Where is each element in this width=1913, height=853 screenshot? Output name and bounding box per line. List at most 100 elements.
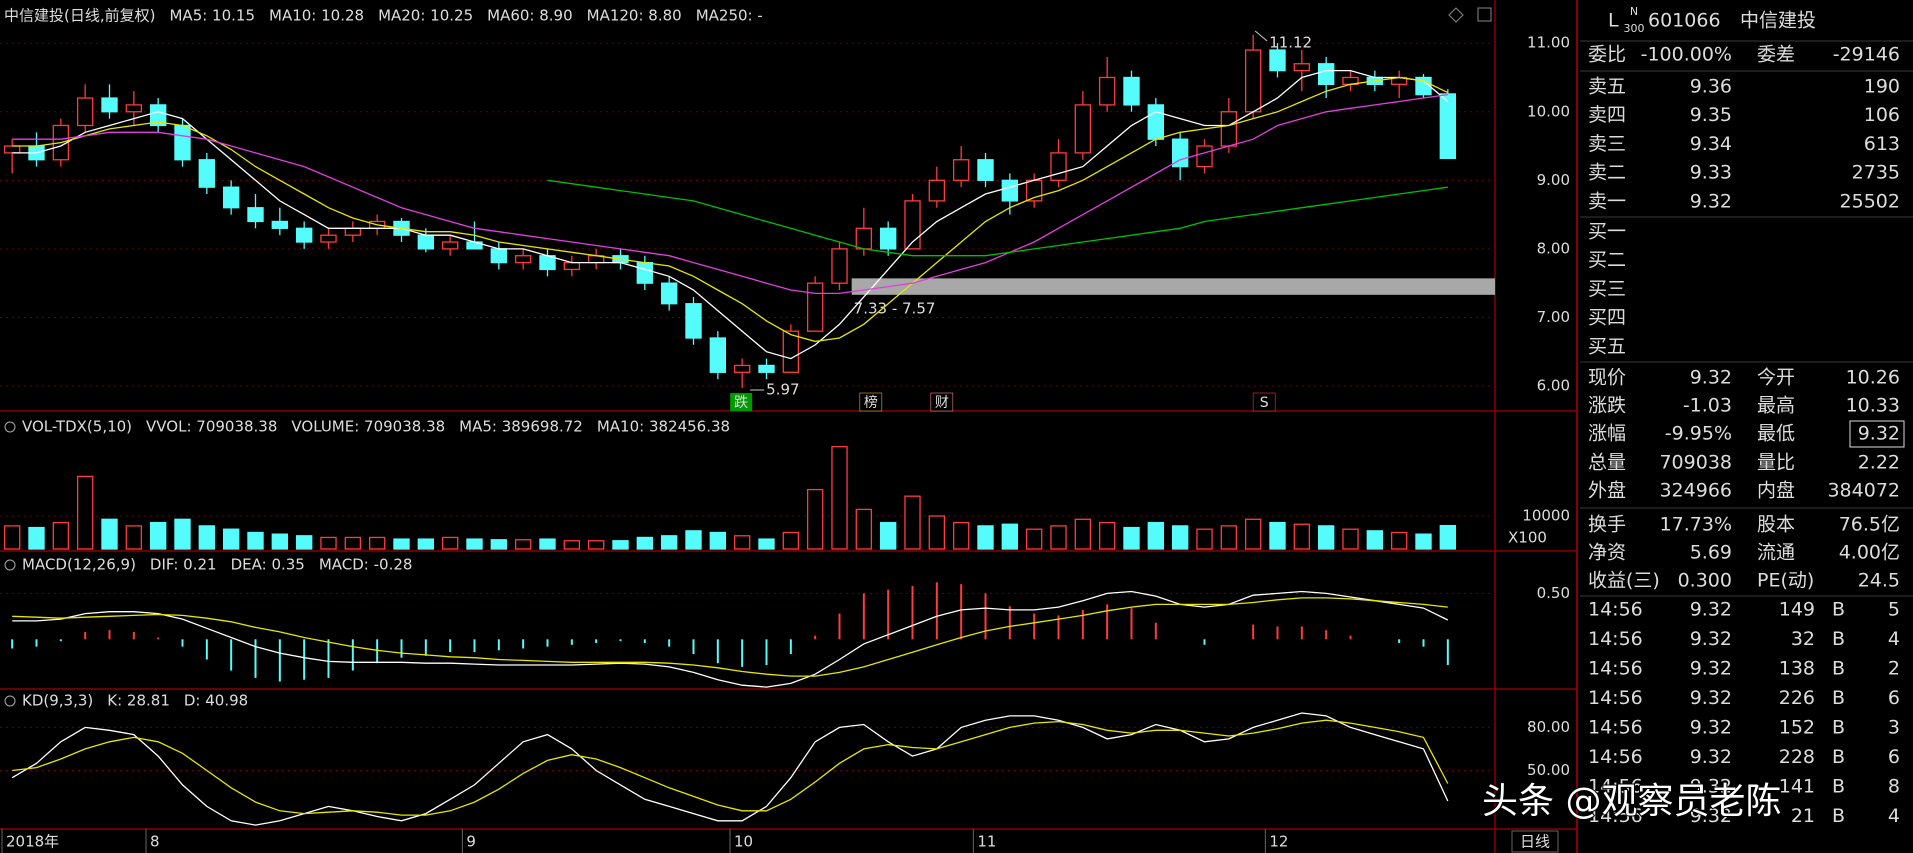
event-badge-label[interactable]: 跌: [734, 395, 748, 411]
quote-text: 300: [1624, 22, 1645, 35]
candle-body: [271, 220, 289, 229]
quote-text: 324966: [1659, 480, 1732, 502]
legend-label: MA60: 8.90: [487, 7, 573, 25]
volume-bar: [295, 535, 313, 550]
quote-text: PE(动): [1757, 570, 1814, 592]
candle-body: [1293, 63, 1311, 72]
quote-text: -9.95%: [1665, 423, 1732, 445]
candle-body: [563, 261, 581, 271]
icon-window[interactable]: [1477, 7, 1492, 22]
legend-label: MA120: 8.80: [587, 7, 682, 25]
quote-text: 9.32: [1690, 746, 1732, 768]
event-badge[interactable]: [859, 392, 883, 412]
volume-bar: [1366, 530, 1384, 550]
y-tick-label: 6.00: [1537, 377, 1570, 395]
quote-text: 3: [1888, 717, 1900, 739]
quote-text: 8: [1888, 776, 1900, 798]
event-badge[interactable]: [1252, 392, 1276, 412]
quote-text: L: [1608, 10, 1619, 32]
candle-body: [1220, 111, 1238, 147]
legend-label: MA20: 10.25: [378, 7, 473, 25]
y-tick-label: 0.50: [1537, 584, 1570, 602]
quote-text: 换手: [1588, 514, 1626, 536]
candle-body: [149, 104, 167, 127]
quote-text: N: [1630, 5, 1638, 18]
candle-body: [1123, 76, 1140, 106]
candle-body: [806, 282, 824, 332]
candle-body: [295, 227, 313, 243]
quote-text: -1.03: [1683, 395, 1732, 417]
volume-bar: [393, 538, 410, 550]
quote-text: B: [1832, 599, 1845, 621]
candle-body: [758, 364, 775, 373]
quote-text: B: [1832, 776, 1845, 798]
quote-text: 613: [1864, 133, 1900, 155]
volume-bar: [1001, 523, 1019, 550]
volume-bar: [52, 521, 70, 550]
candle-body: [222, 186, 240, 209]
panel-icon[interactable]: [4, 695, 16, 707]
candle-body: [1050, 152, 1067, 181]
period-label[interactable]: 日线: [1520, 833, 1550, 851]
quote-text: 2: [1888, 658, 1900, 680]
volume-bar: [1123, 526, 1140, 550]
quote-text: 14:56: [1588, 805, 1643, 827]
quote-text: 24.5: [1858, 570, 1900, 592]
quote-text: 9.32: [1690, 717, 1732, 739]
candle-body: [174, 124, 191, 161]
event-badge-label[interactable]: 财: [935, 395, 949, 411]
quote-text: B: [1832, 746, 1845, 768]
candle-body: [320, 234, 337, 243]
period-button[interactable]: [1511, 830, 1559, 853]
quote-text: 6: [1888, 746, 1900, 768]
quote-text: 总量: [1588, 452, 1626, 474]
annotation-arrow: [1254, 30, 1268, 42]
legend-label: VVOL: 709038.38: [146, 418, 277, 436]
volume-bar: [198, 525, 216, 550]
legend-label: MA10: 10.28: [269, 7, 364, 25]
volume-bar: [3, 525, 21, 550]
quote-text: 9.33: [1690, 162, 1732, 184]
volume-bar: [855, 508, 873, 550]
panel-icon[interactable]: [4, 559, 16, 571]
candle-body: [417, 234, 435, 250]
event-badge[interactable]: [930, 392, 954, 412]
panel-icon[interactable]: [4, 421, 16, 433]
event-badge-label[interactable]: S: [1260, 395, 1269, 411]
event-badge-label[interactable]: 榜: [864, 394, 878, 411]
volume-bar: [174, 518, 191, 550]
dif-line: [12, 590, 1449, 688]
quote-text: 149: [1779, 599, 1815, 621]
quote-text: B: [1832, 628, 1845, 650]
quote-text: 226: [1779, 687, 1815, 709]
y-tick-label: 10000: [1522, 506, 1570, 524]
candle-body: [733, 364, 751, 373]
volume-bar: [1098, 521, 1116, 550]
volume-bar: [222, 528, 240, 550]
candle-body: [1439, 93, 1457, 160]
volume-bar: [563, 540, 581, 550]
quote-text: 2.22: [1858, 452, 1900, 474]
quote-text: 10.33: [1846, 395, 1900, 417]
legend-label: VOLUME: 709038.38: [291, 418, 445, 436]
icon-diamond[interactable]: [1448, 7, 1464, 23]
x-tick-label: 2018年: [6, 833, 59, 851]
volume-bar: [76, 475, 94, 550]
x-tick-label: 10: [734, 833, 753, 851]
volume-bar: [490, 539, 508, 550]
k-line: [11, 712, 1449, 826]
volume-bar: [928, 515, 946, 550]
volume-bar: [1415, 533, 1432, 550]
quote-text: 9.32: [1858, 423, 1900, 445]
quote-text: 卖五: [1588, 76, 1626, 98]
candle-body: [904, 200, 921, 250]
event-badge[interactable]: [730, 393, 753, 411]
candle-body: [1171, 138, 1189, 168]
volume-bar: [1269, 521, 1286, 550]
quote-text: 9.35: [1690, 104, 1732, 126]
candle-body: [1001, 179, 1019, 202]
quote-text: 卖三: [1588, 133, 1626, 155]
volume-bar: [514, 539, 532, 550]
watermark: 头条 @观察员老陈: [1482, 781, 1781, 822]
quote-text: 138: [1779, 658, 1815, 680]
